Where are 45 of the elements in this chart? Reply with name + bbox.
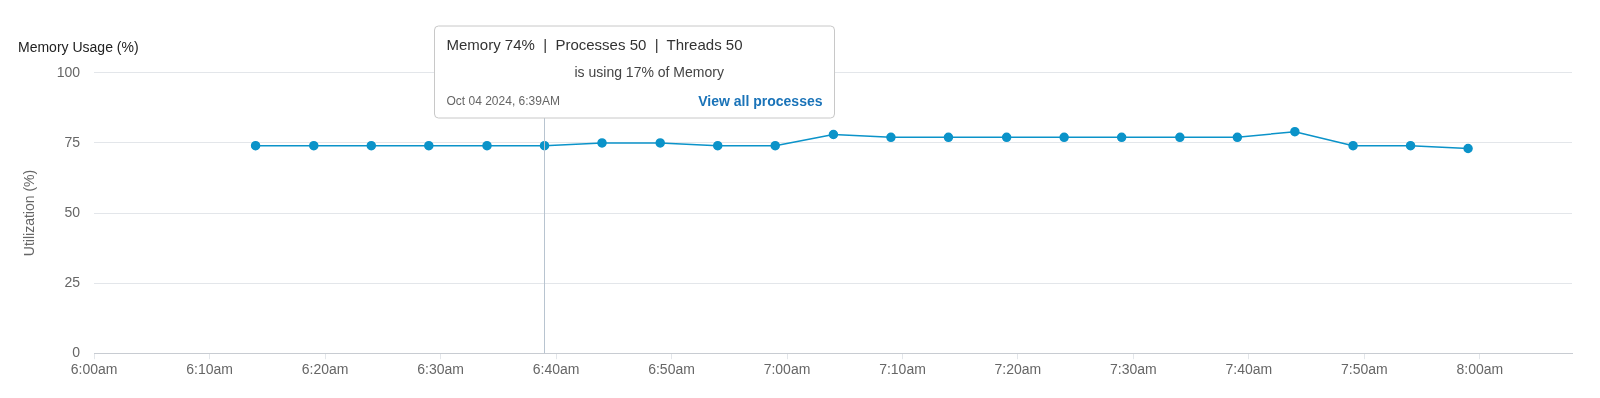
- x-tick-label: 7:20am: [994, 361, 1042, 378]
- point: [712, 140, 723, 151]
- point: [1059, 132, 1069, 143]
- x-tick-label: 7:00am: [763, 361, 811, 378]
- point: [597, 138, 607, 148]
- point: [943, 132, 954, 143]
- point: [1116, 132, 1127, 143]
- x-tick-label: 6:40am: [532, 361, 580, 378]
- x-tick-label: 6:30am: [417, 361, 464, 378]
- x-tick-label: 6:10am: [186, 361, 234, 378]
- chart-title: Memory Usage (%): [18, 39, 139, 56]
- point: [655, 138, 665, 148]
- x-tick-label: 6:50am: [648, 361, 695, 378]
- point: [1175, 132, 1185, 143]
- annotation: Oct 04 2024, 6:39AM: [446, 94, 560, 109]
- annotation: is using 17% of Memory: [574, 63, 724, 80]
- point: [250, 140, 261, 151]
- point: [366, 140, 377, 151]
- point: [886, 132, 896, 143]
- y-tick-label: 75: [64, 133, 81, 150]
- point: [1348, 140, 1358, 151]
- point: [1232, 132, 1243, 143]
- point: [1290, 126, 1300, 137]
- x-tick-label: 7:40am: [1225, 361, 1273, 378]
- point: [770, 140, 780, 151]
- point: [482, 140, 492, 151]
- x-tick-label: 8:00am: [1456, 361, 1504, 378]
- y-tick-label: 25: [64, 273, 81, 290]
- x-tick-label: 7:30am: [1110, 361, 1157, 378]
- x-tick-label: 7:10am: [879, 361, 926, 378]
- y-tick-label: 0: [72, 344, 81, 361]
- y-tick-label: 50: [64, 203, 81, 220]
- x-tick-label: 7:50am: [1341, 361, 1388, 378]
- x-tick-label: 6:00am: [70, 361, 118, 378]
- y-tick-label: 100: [56, 63, 81, 80]
- x-tick-label: 6:20am: [301, 361, 349, 378]
- point: [1001, 132, 1012, 143]
- point: [828, 129, 839, 140]
- point: [309, 140, 319, 151]
- point: [1405, 140, 1416, 151]
- y-axis-title: Utilization (%): [21, 169, 38, 257]
- text: Memory 74% | Processes 50 | Threads 50: [446, 36, 743, 54]
- annotation: View all processes: [698, 92, 823, 109]
- point: [424, 140, 434, 151]
- point: [1463, 143, 1473, 154]
